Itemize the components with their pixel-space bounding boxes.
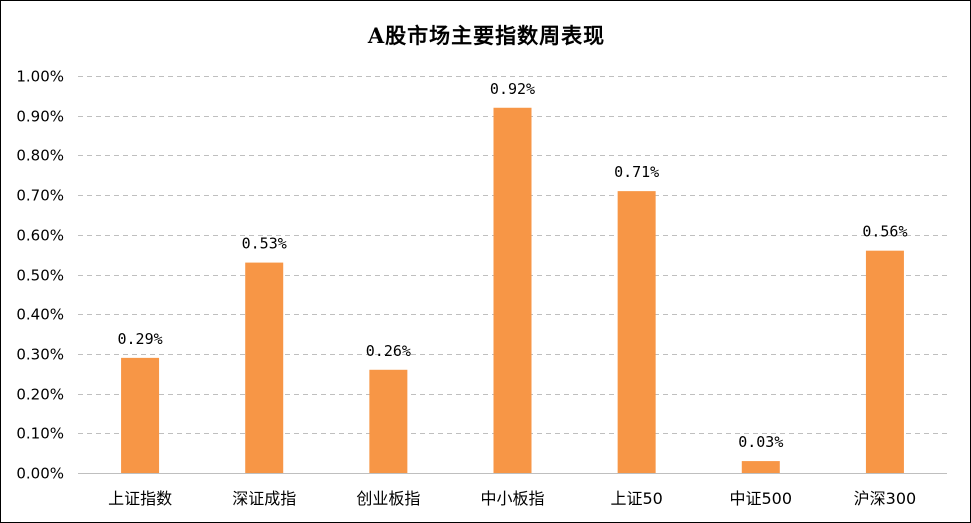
chart-title: A股市场主要指数周表现 (367, 23, 606, 48)
bars (121, 107, 904, 473)
labels: 0.00% 0.10% 0.20% 0.30% 0.40% 0.50% 0.60% 0.70%… (16, 68, 916, 509)
bar (741, 461, 780, 473)
y-tick-label: 1.00% (16, 68, 64, 86)
bar (121, 357, 160, 473)
y-tick-label: 0.10% (16, 425, 64, 443)
x-category-label: 创业板指 (356, 489, 420, 508)
bar (865, 250, 904, 473)
y-tick-label: 0.70% (16, 187, 64, 205)
data-label: 0.56% (862, 223, 907, 241)
x-category-label: 中小板指 (480, 489, 544, 508)
data-label: 0.92% (490, 80, 535, 98)
y-tick-label: 0.00% (16, 465, 64, 483)
x-category-label: 上证指数 (108, 489, 172, 508)
bar (493, 107, 532, 473)
x-category-label: 深证成指 (232, 489, 296, 508)
data-label: 0.26% (366, 342, 411, 360)
y-tick-label: 0.20% (16, 386, 64, 404)
x-category-label: 中证500 (730, 489, 793, 508)
y-tick-label: 0.90% (16, 108, 64, 126)
y-tick-label: 0.60% (16, 227, 64, 245)
bar (369, 369, 408, 473)
y-tick-label: 0.50% (16, 267, 64, 285)
x-category-label: 沪深300 (854, 489, 917, 508)
data-label: 0.53% (242, 235, 287, 253)
bar (245, 262, 284, 473)
y-tick-label: 0.30% (16, 346, 64, 364)
x-category-label: 上证50 (610, 489, 662, 508)
y-tick-label: 0.40% (16, 306, 64, 324)
data-label: 0.71% (614, 163, 659, 181)
bar (617, 191, 656, 473)
data-label: 0.03% (738, 433, 783, 451)
data-label: 0.29% (117, 330, 162, 348)
y-tick-label: 0.80% (16, 147, 64, 165)
